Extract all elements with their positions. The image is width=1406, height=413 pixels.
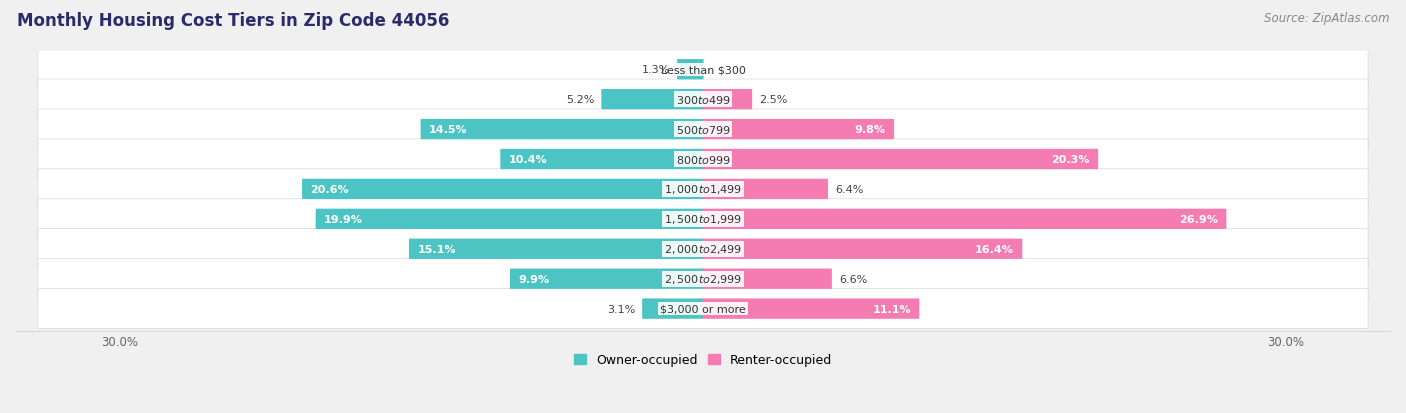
Text: 19.9%: 19.9%	[323, 214, 363, 224]
Text: $2,000 to $2,499: $2,000 to $2,499	[664, 243, 742, 256]
FancyBboxPatch shape	[678, 60, 703, 80]
Text: 1.3%: 1.3%	[641, 65, 671, 75]
FancyBboxPatch shape	[703, 299, 920, 319]
Text: 10.4%: 10.4%	[509, 154, 547, 165]
Text: 9.9%: 9.9%	[519, 274, 550, 284]
Text: 5.2%: 5.2%	[565, 95, 595, 105]
Text: 15.1%: 15.1%	[418, 244, 456, 254]
Text: $2,500 to $2,999: $2,500 to $2,999	[664, 273, 742, 285]
FancyBboxPatch shape	[501, 150, 703, 170]
FancyBboxPatch shape	[703, 150, 1098, 170]
FancyBboxPatch shape	[703, 269, 832, 289]
Legend: Owner-occupied, Renter-occupied: Owner-occupied, Renter-occupied	[568, 349, 838, 371]
FancyBboxPatch shape	[38, 110, 1368, 150]
FancyBboxPatch shape	[703, 239, 1022, 259]
FancyBboxPatch shape	[38, 229, 1368, 269]
Text: 3.1%: 3.1%	[607, 304, 636, 314]
FancyBboxPatch shape	[38, 169, 1368, 209]
FancyBboxPatch shape	[510, 269, 703, 289]
Text: $300 to $499: $300 to $499	[675, 94, 731, 106]
FancyBboxPatch shape	[409, 239, 703, 259]
Text: Less than $300: Less than $300	[661, 65, 745, 75]
FancyBboxPatch shape	[38, 199, 1368, 240]
Text: 20.3%: 20.3%	[1052, 154, 1090, 165]
FancyBboxPatch shape	[703, 120, 894, 140]
Text: $800 to $999: $800 to $999	[675, 154, 731, 166]
FancyBboxPatch shape	[38, 80, 1368, 120]
FancyBboxPatch shape	[703, 209, 1226, 230]
FancyBboxPatch shape	[38, 259, 1368, 299]
Text: Monthly Housing Cost Tiers in Zip Code 44056: Monthly Housing Cost Tiers in Zip Code 4…	[17, 12, 450, 30]
Text: 2.5%: 2.5%	[759, 95, 787, 105]
Text: 14.5%: 14.5%	[429, 125, 468, 135]
Text: 6.4%: 6.4%	[835, 185, 863, 195]
FancyBboxPatch shape	[602, 90, 703, 110]
FancyBboxPatch shape	[38, 50, 1368, 90]
Text: $1,000 to $1,499: $1,000 to $1,499	[664, 183, 742, 196]
Text: 16.4%: 16.4%	[976, 244, 1014, 254]
FancyBboxPatch shape	[703, 179, 828, 199]
FancyBboxPatch shape	[38, 289, 1368, 329]
Text: Source: ZipAtlas.com: Source: ZipAtlas.com	[1264, 12, 1389, 25]
Text: 26.9%: 26.9%	[1180, 214, 1218, 224]
FancyBboxPatch shape	[703, 90, 752, 110]
FancyBboxPatch shape	[38, 140, 1368, 180]
FancyBboxPatch shape	[643, 299, 703, 319]
Text: 11.1%: 11.1%	[872, 304, 911, 314]
Text: 20.6%: 20.6%	[311, 185, 349, 195]
FancyBboxPatch shape	[302, 179, 703, 199]
Text: 6.6%: 6.6%	[839, 274, 868, 284]
Text: $3,000 or more: $3,000 or more	[661, 304, 745, 314]
FancyBboxPatch shape	[316, 209, 703, 230]
FancyBboxPatch shape	[420, 120, 703, 140]
Text: 9.8%: 9.8%	[855, 125, 886, 135]
Text: $500 to $799: $500 to $799	[675, 124, 731, 136]
Text: $1,500 to $1,999: $1,500 to $1,999	[664, 213, 742, 226]
